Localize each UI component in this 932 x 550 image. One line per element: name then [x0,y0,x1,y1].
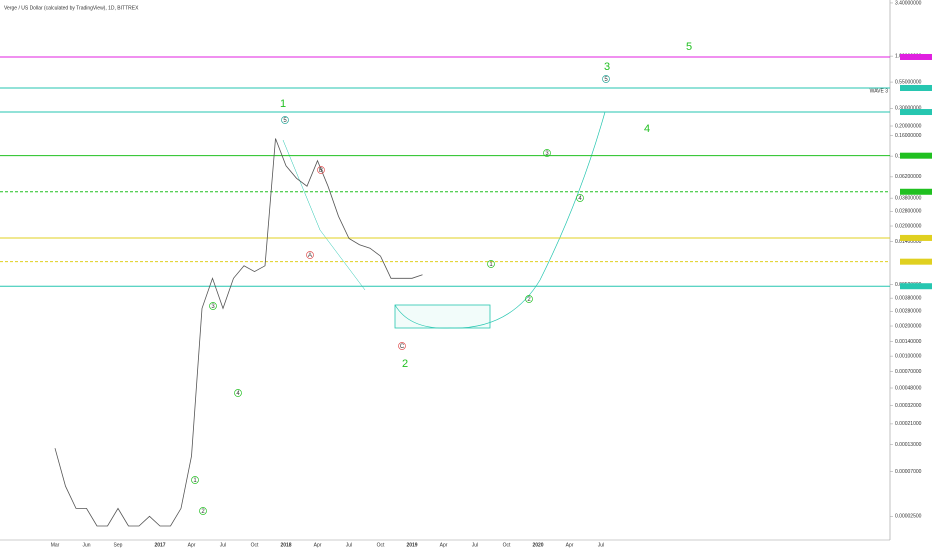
x-tick-label: Oct [503,542,511,548]
x-tick-label: Oct [251,542,259,548]
wave-marker [398,342,406,350]
y-tick-label: 0.30000000 [895,106,922,112]
y-tick-label: 0.01400000 [895,239,922,245]
wave-marker [543,149,551,157]
x-tick-label: Jul [220,542,226,548]
x-tick-label: 2017 [154,542,165,548]
x-tick-label: 2018 [280,542,291,548]
y-tick-label: 0.00048000 [895,385,922,391]
wave-marker [306,251,314,259]
minor-wave-label: 5 [604,77,608,83]
x-tick-label: Apr [566,542,574,548]
minor-wave-label: 2 [527,297,531,303]
wave-label: 2 [402,358,408,370]
y-tick-label: 0.16000000 [895,133,922,139]
wave-label: 5 [686,41,692,53]
y-tick-label: 0.02000000 [895,223,922,229]
wave-marker [487,260,495,268]
wave-label: 1 [280,98,286,110]
wave-marker [525,295,533,303]
minor-wave-label: C [400,344,405,350]
x-tick-label: 2020 [532,542,543,548]
minor-wave-label: B [319,168,323,174]
level-tag [900,283,932,290]
wave-label: 3 [604,61,610,73]
chart-title: Verge / US Dollar (calculated by Trading… [4,5,139,11]
y-tick-label: 0.00280000 [895,309,922,315]
minor-wave-label: 2 [201,509,205,515]
level-tag [900,53,932,60]
y-tick-label: 0.00380000 [895,295,922,301]
minor-wave-label: 4 [236,391,240,397]
trend-line [282,139,366,291]
x-tick-label: Jul [598,542,604,548]
y-tick-label: 0.02800000 [895,209,922,215]
level-tag [900,152,932,159]
wave-marker [191,476,199,484]
x-tick-label: Oct [377,542,385,548]
y-tick-label: 0.55000000 [895,79,922,85]
minor-wave-label: 4 [578,196,582,202]
x-tick-label: Jun [82,542,90,548]
level-tag [900,188,932,195]
y-tick-label: 0.00021000 [895,421,922,427]
x-tick-label: Sep [114,542,123,548]
level-label: WAVE 3 [870,88,889,94]
y-tick-label: 0.00100000 [895,353,922,359]
wave-marker [576,194,584,202]
y-tick-label: 0.00070000 [895,369,922,375]
level-tag [900,258,932,265]
minor-wave-label: 3 [545,151,549,157]
level-tag [900,109,932,116]
wave-label: 4 [644,123,650,135]
x-tick-label: Mar [51,542,60,548]
y-tick-label: 0.00007000 [895,469,922,475]
minor-wave-label: A [308,253,312,259]
wave-marker [209,302,217,310]
y-tick-label: 0.06200000 [895,174,922,180]
y-tick-label: 0.00140000 [895,339,922,345]
y-tick-label: 0.20000000 [895,123,922,129]
range-box [394,304,491,329]
wave-marker [602,75,610,83]
x-tick-label: Jul [472,542,478,548]
y-tick-label: 0.00200000 [895,323,922,329]
y-tick-label: 3.40000000 [895,0,922,6]
y-tick-label: 0.00032000 [895,403,922,409]
minor-wave-label: 1 [193,478,197,484]
price-line [54,138,423,527]
wave-marker [281,116,289,124]
wave-marker [234,389,242,397]
level-tag [900,234,932,241]
wave-marker [317,166,325,174]
wave-marker [199,507,207,515]
x-tick-label: Apr [440,542,448,548]
projection-curve [394,111,606,329]
x-tick-label: 2019 [406,542,417,548]
x-tick-label: Apr [188,542,196,548]
level-tag [900,84,932,91]
minor-wave-label: 3 [211,304,215,310]
y-tick-label: 0.00002500 [895,514,922,520]
y-tick-label: 0.03800000 [895,195,922,201]
minor-wave-label: 1 [489,262,493,268]
x-tick-label: Apr [314,542,322,548]
y-tick-label: 0.00013000 [895,442,922,448]
x-tick-label: Jul [346,542,352,548]
minor-wave-label: 5 [283,118,287,124]
